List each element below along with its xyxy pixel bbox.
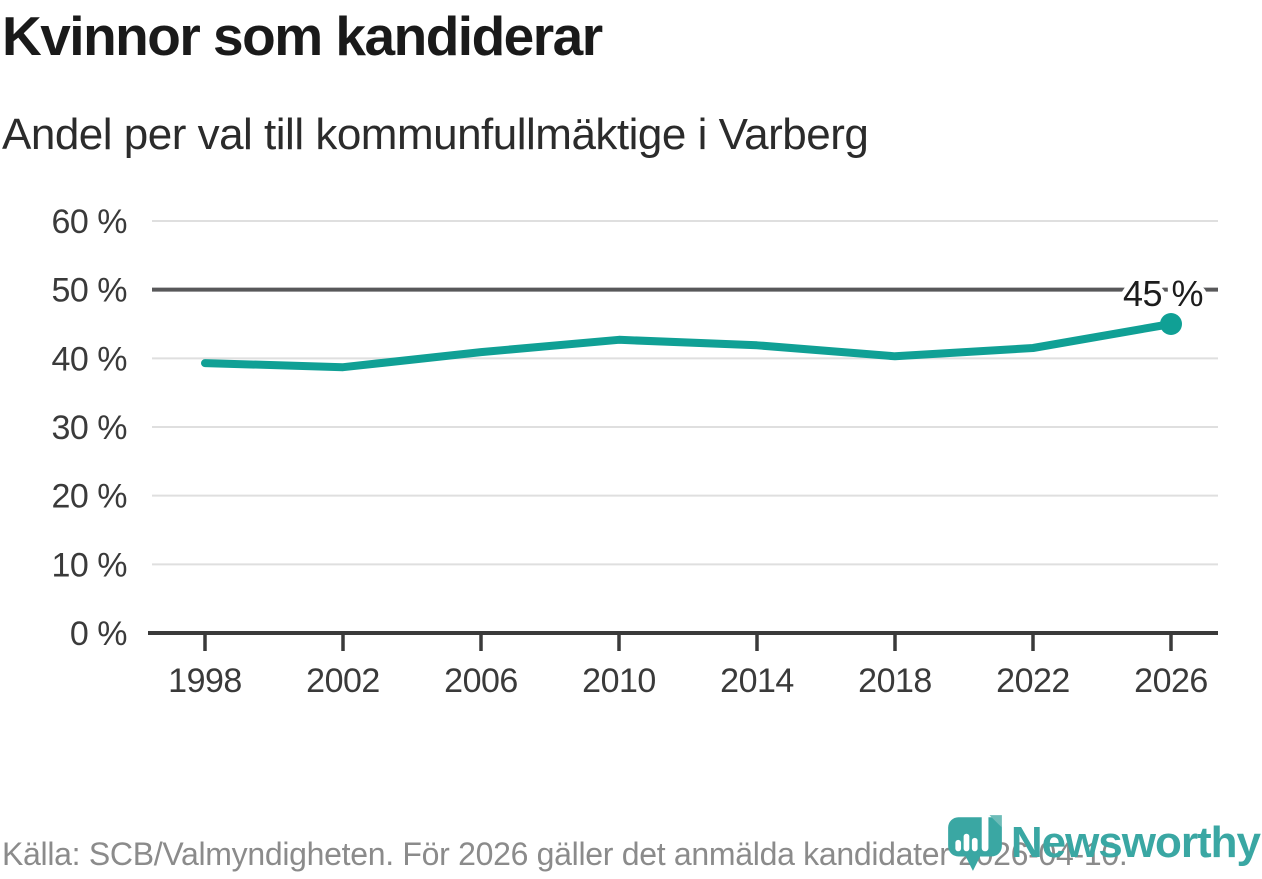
y-axis-label: 10 % xyxy=(52,546,128,584)
brand-name: Newsworthy xyxy=(1010,818,1261,867)
bar-chart-bar-2 xyxy=(963,833,970,852)
end-value-label: 45 % xyxy=(1123,273,1203,314)
bar-chart-bar-3 xyxy=(971,837,978,852)
bubble-fold-accent xyxy=(989,815,1002,828)
chart-title: Kvinnor som kandiderar xyxy=(2,5,603,67)
x-axis-label: 2014 xyxy=(720,662,794,700)
x-axis-label: 1998 xyxy=(168,662,242,700)
end-point-marker xyxy=(1160,312,1182,335)
y-axis-label: 30 % xyxy=(52,409,128,447)
y-axis-label: 40 % xyxy=(52,340,128,378)
data-line xyxy=(201,320,1175,372)
x-axis-label: 2006 xyxy=(444,662,518,700)
x-axis-label: 2026 xyxy=(1134,662,1208,700)
y-axis-label: 60 % xyxy=(52,203,128,241)
y-axis-label: 0 % xyxy=(70,615,127,653)
x-axis-label: 2010 xyxy=(582,662,656,700)
y-axis-label: 20 % xyxy=(52,478,128,516)
source-note: Källa: SCB/Valmyndigheten. För 2026 gäll… xyxy=(2,836,1128,872)
bar-chart-bar-1 xyxy=(955,839,961,852)
x-axis-label: 2022 xyxy=(996,662,1070,700)
newsworthy-icon xyxy=(947,813,1002,871)
newsworthy-logo: Newsworthy xyxy=(947,811,1261,873)
y-axis-label: 50 % xyxy=(52,272,128,310)
x-axis-label: 2018 xyxy=(858,662,932,700)
x-axis-label: 2002 xyxy=(306,662,380,700)
bar-chart-bar-tall xyxy=(981,813,989,852)
chart-subtitle: Andel per val till kommunfullmäktige i V… xyxy=(2,110,869,159)
